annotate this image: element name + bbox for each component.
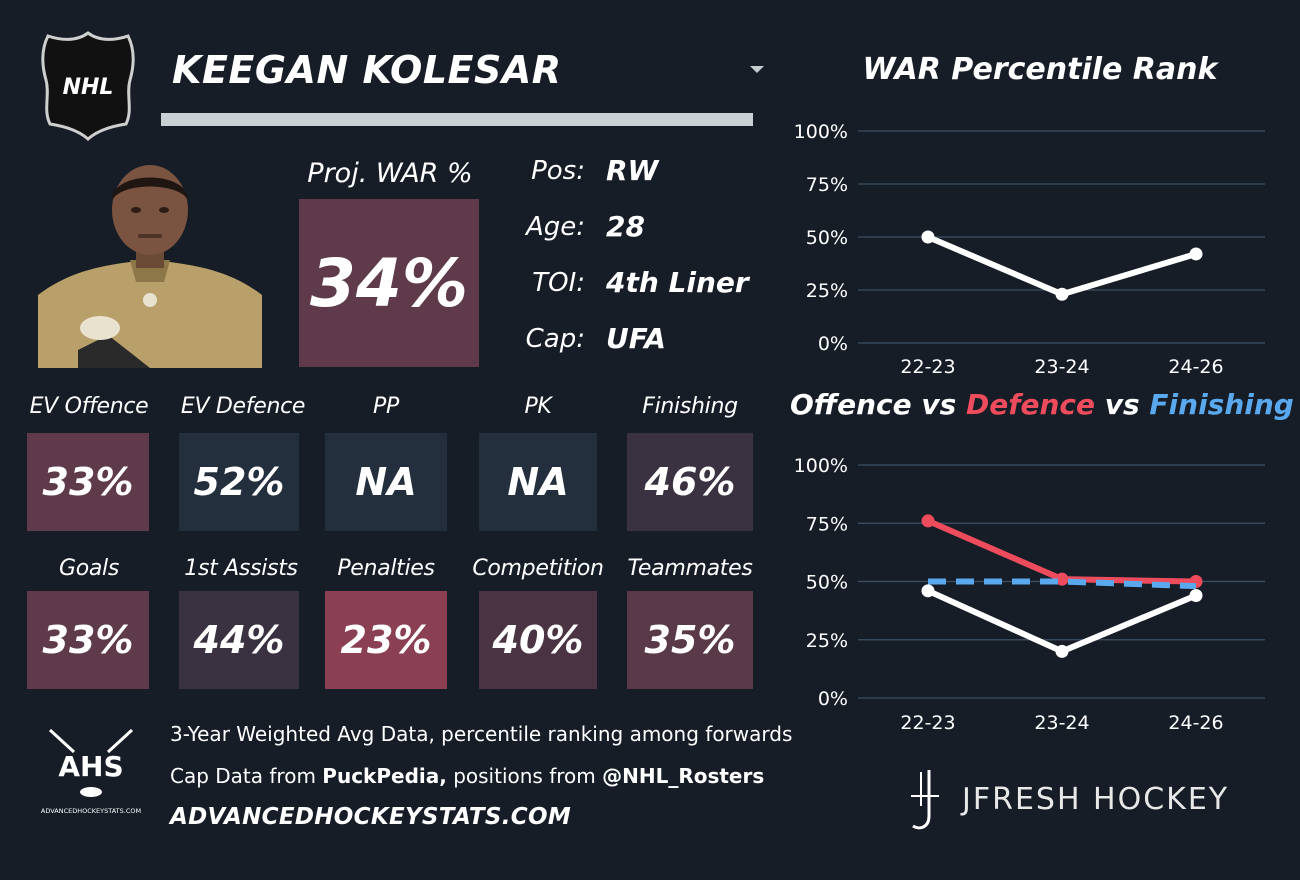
jfresh-brand: JFRESH HOCKEY [962, 782, 1230, 817]
jfresh-logo-icon [905, 766, 945, 836]
series-line [928, 578, 1197, 590]
metric-label: Teammates [627, 556, 753, 581]
metric-label: 1st Assists [184, 556, 298, 581]
nhl-logo-text: NHL [63, 75, 114, 100]
player-photo [38, 160, 262, 368]
war-chart-title: WAR Percentile Rank [862, 52, 1218, 87]
data-point [1055, 572, 1069, 586]
name-underline [161, 113, 753, 126]
metric-label: Finishing [642, 394, 738, 419]
data-point [921, 584, 935, 598]
metric-value: 23% [340, 618, 432, 662]
metric-value: NA [355, 460, 417, 504]
metric-cell-pk: NA [479, 433, 597, 531]
info-value-pos: RW [606, 154, 659, 187]
data-point [1055, 287, 1069, 301]
y-tick-label: 100% [794, 455, 848, 477]
metric-label: EV Defence [180, 394, 306, 419]
metric-cell-penalties: 23% [325, 591, 447, 689]
footer-note-data: 3-Year Weighted Avg Data, percentile ran… [170, 722, 793, 746]
proj-war-box: 34% [299, 199, 479, 367]
x-tick-label: 23-24 [1034, 356, 1089, 378]
data-point [921, 230, 935, 244]
x-tick-label: 24-26 [1168, 712, 1223, 734]
y-tick-label: 25% [806, 280, 848, 302]
ovd-chart-title: Offence vs Defence vs Finishing [790, 388, 1294, 421]
series-line [925, 587, 1199, 655]
ahs-logo-sub: ADVANCEDHOCKEYSTATS.COM [41, 807, 141, 815]
war-percentile-chart: 0% 25% 50% 75% 100% 22-23 23-24 24-26 [794, 121, 1265, 378]
series-line [925, 517, 1199, 585]
metric-cell-competition: 40% [479, 591, 597, 689]
nhl-rosters-link[interactable]: @NHL_Rosters [602, 764, 765, 788]
info-value-age: 28 [606, 210, 645, 243]
metric-value: 35% [644, 618, 736, 662]
proj-war-value: 34% [310, 244, 468, 322]
metric-cell-teammates: 35% [627, 591, 753, 689]
metric-value: NA [507, 460, 569, 504]
y-tick-label: 0% [818, 688, 848, 710]
metric-cell-1st-assists: 44% [179, 591, 299, 689]
data-point [921, 514, 935, 528]
footer-note-sources: Cap Data from PuckPedia, positions from … [170, 764, 764, 788]
metric-label: Competition [472, 556, 604, 581]
metric-cell-finishing: 46% [627, 433, 753, 531]
x-tick-label: 22-23 [900, 712, 955, 734]
x-tick-label: 23-24 [1034, 712, 1089, 734]
data-point [1189, 247, 1203, 261]
y-tick-label: 100% [794, 121, 848, 143]
metric-value: 33% [42, 460, 134, 504]
series-line [925, 234, 1199, 298]
info-value-toi: 4th Liner [606, 266, 749, 299]
metric-value: 40% [492, 618, 584, 662]
x-tick-label: 24-26 [1168, 356, 1223, 378]
y-tick-label: 75% [806, 513, 848, 535]
ahs-logo-text: AHS [58, 750, 123, 783]
data-point [1055, 644, 1069, 658]
data-point [1189, 588, 1203, 602]
y-tick-label: 25% [806, 630, 848, 652]
metric-value: 33% [42, 618, 134, 662]
metric-value: 46% [644, 460, 736, 504]
ahs-logo: AHS ADVANCEDHOCKEYSTATS.COM [40, 726, 142, 818]
ovd-title-vs: vs [911, 388, 967, 421]
ovd-title-offence: Offence [790, 388, 912, 421]
ovd-title-defence: Defence [966, 388, 1095, 421]
chevron-down-icon[interactable] [750, 66, 764, 73]
offence-defence-finishing-chart: 0% 25% 50% 75% 100% 22-23 23-24 24-26 [794, 455, 1265, 734]
puckpedia-link[interactable]: PuckPedia, [322, 764, 447, 788]
nhl-logo: NHL [38, 30, 138, 142]
proj-war-label: Proj. WAR % [307, 158, 473, 189]
footer-text: Cap Data from [170, 764, 323, 788]
info-label-age: Age: [525, 212, 585, 242]
metric-value: 44% [193, 618, 285, 662]
metric-cell-pp: NA [325, 433, 447, 531]
metric-cell-ev-offence: 33% [27, 433, 149, 531]
metric-cell-goals: 33% [27, 591, 149, 689]
footer-text: positions from [446, 764, 603, 788]
player-name: KEEGAN KOLESAR [172, 48, 562, 92]
x-tick-label: 22-23 [900, 356, 955, 378]
metric-label: EV Offence [29, 394, 149, 419]
metric-label: Goals [58, 556, 120, 581]
ovd-title-vs: vs [1094, 388, 1150, 421]
info-label-cap: Cap: [525, 324, 585, 354]
metric-label: Penalties [337, 556, 435, 581]
y-tick-label: 0% [818, 333, 848, 355]
info-label-pos: Pos: [531, 156, 585, 186]
site-link[interactable]: ADVANCEDHOCKEYSTATS.COM [170, 804, 572, 830]
y-tick-label: 50% [806, 227, 848, 249]
metric-label: PP [373, 394, 399, 419]
y-tick-label: 50% [806, 572, 848, 594]
metric-cell-ev-defence: 52% [179, 433, 299, 531]
info-value-cap: UFA [606, 322, 666, 355]
metric-value: 52% [193, 460, 285, 504]
y-tick-label: 75% [806, 174, 848, 196]
ovd-title-finishing: Finishing [1149, 388, 1294, 421]
info-label-toi: TOI: [532, 268, 585, 298]
metric-label: PK [524, 394, 552, 419]
